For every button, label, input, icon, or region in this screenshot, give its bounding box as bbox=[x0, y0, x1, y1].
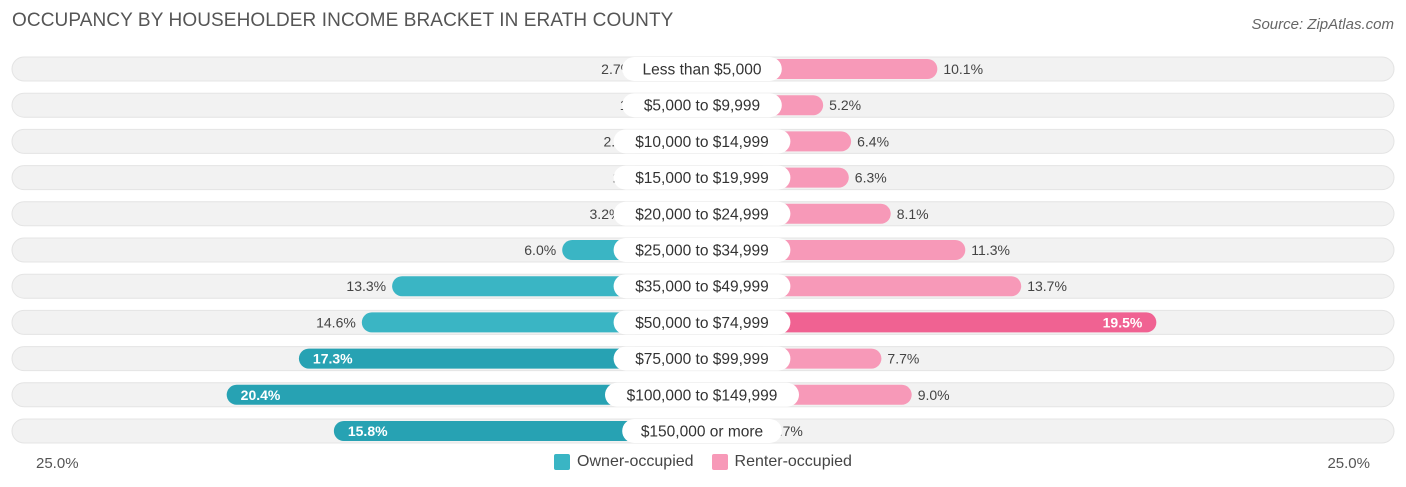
legend-item-owner: Owner-occupied bbox=[554, 453, 694, 471]
category-label-bg bbox=[622, 93, 782, 118]
renter-value-label: 13.7% bbox=[1027, 278, 1067, 294]
legend-item-renter: Renter-occupied bbox=[711, 453, 852, 471]
category-label: $10,000 to $14,999 bbox=[635, 134, 769, 151]
bar-chart: 2.7%10.1%Less than $5,0001.9%5.2%$5,000 … bbox=[11, 56, 1395, 444]
legend-swatch-owner bbox=[554, 454, 571, 470]
category-label: $25,000 to $34,999 bbox=[635, 243, 769, 260]
axis-left-label: 25.0% bbox=[36, 455, 79, 472]
renter-bar bbox=[702, 312, 1157, 333]
category-label: $75,000 to $99,999 bbox=[635, 351, 769, 368]
owner-value-label: 14.6% bbox=[316, 314, 356, 330]
owner-value-label: 6.0% bbox=[524, 242, 556, 258]
category-label: $15,000 to $19,999 bbox=[635, 170, 769, 187]
category-label: $50,000 to $74,999 bbox=[635, 315, 769, 332]
legend-label-renter: Renter-occupied bbox=[734, 453, 852, 470]
renter-value-label: 10.1% bbox=[943, 61, 983, 77]
category-label-bg bbox=[622, 57, 782, 81]
category-label-bg bbox=[613, 201, 791, 226]
renter-value-label: 6.3% bbox=[855, 170, 887, 186]
category-label-bg bbox=[605, 382, 799, 407]
owner-bar bbox=[226, 384, 702, 405]
category-label: $5,000 to $9,999 bbox=[644, 98, 760, 115]
category-label-bg bbox=[613, 238, 791, 262]
category-label: $100,000 to $149,999 bbox=[627, 387, 778, 404]
category-label: Less than $5,000 bbox=[643, 62, 762, 79]
legend: Owner-occupied Renter-occupied bbox=[0, 453, 1406, 471]
owner-bar bbox=[298, 348, 702, 369]
category-label: $150,000 or more bbox=[641, 424, 763, 441]
renter-value-label: 19.5% bbox=[1103, 314, 1143, 330]
owner-value-label: 17.3% bbox=[313, 351, 353, 367]
renter-value-label: 11.3% bbox=[971, 242, 1010, 258]
category-label-bg bbox=[613, 274, 791, 299]
axis-right-label: 25.0% bbox=[1327, 455, 1370, 472]
owner-value-label: 13.3% bbox=[346, 278, 386, 294]
category-label-bg bbox=[622, 419, 782, 443]
owner-value-label: 20.4% bbox=[241, 387, 281, 403]
renter-value-label: 8.1% bbox=[897, 206, 929, 222]
category-label: $35,000 to $49,999 bbox=[635, 279, 769, 296]
category-label: $20,000 to $24,999 bbox=[635, 206, 769, 223]
renter-value-label: 9.0% bbox=[918, 387, 950, 403]
renter-value-label: 7.7% bbox=[887, 351, 919, 367]
owner-value-label: 15.8% bbox=[348, 423, 388, 439]
renter-value-label: 6.4% bbox=[857, 133, 889, 149]
category-label-bg bbox=[613, 310, 791, 335]
owner-value-label: 3.2% bbox=[590, 206, 622, 222]
chart-source: Source: ZipAtlas.com bbox=[1251, 16, 1394, 33]
legend-label-owner: Owner-occupied bbox=[577, 453, 694, 470]
category-label-bg bbox=[613, 165, 791, 190]
legend-swatch-renter bbox=[711, 454, 728, 470]
chart-title: OCCUPANCY BY HOUSEHOLDER INCOME BRACKET … bbox=[12, 10, 674, 31]
renter-value-label: 5.2% bbox=[829, 97, 861, 113]
owner-bar bbox=[333, 421, 702, 441]
category-label-bg bbox=[613, 346, 791, 371]
category-label-bg bbox=[613, 129, 791, 154]
